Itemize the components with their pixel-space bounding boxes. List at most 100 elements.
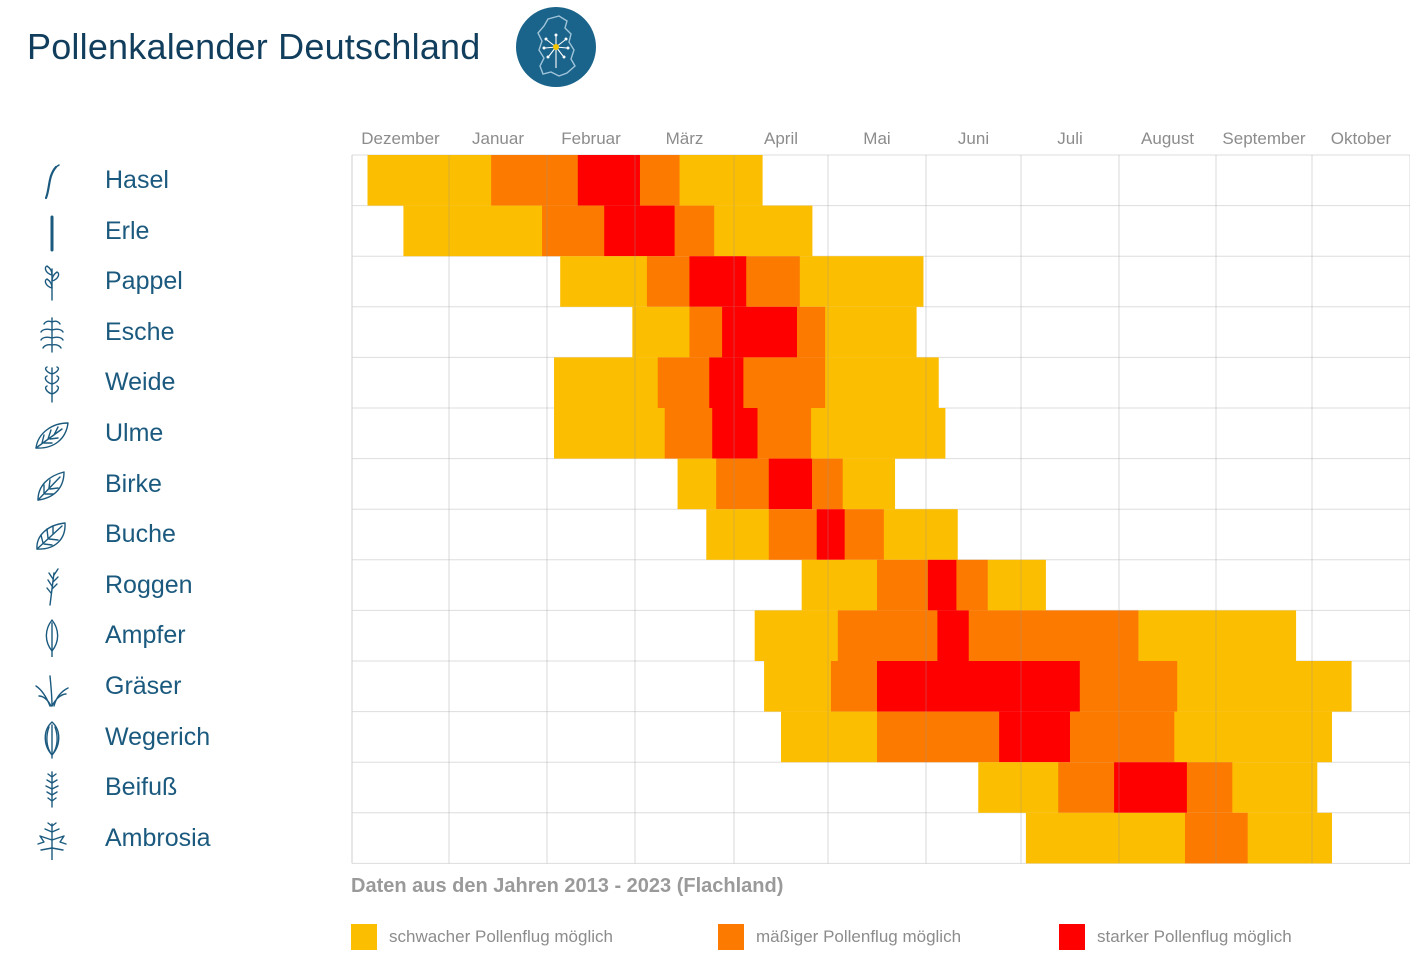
- pollen-bar-low: [799, 256, 924, 307]
- grass-icon: [35, 675, 69, 707]
- pollen-bar-medium: [1184, 812, 1249, 864]
- pollen-bar-medium: [844, 509, 885, 560]
- pollen-bar-medium: [743, 357, 826, 408]
- pollen-bar-low: [781, 711, 878, 763]
- pollen-bar-high: [689, 256, 747, 307]
- pollen-bar-low: [978, 762, 1059, 813]
- pollen-bar-medium: [830, 661, 878, 712]
- plantain-leaf-icon: [44, 720, 60, 759]
- pollen-bar-medium: [664, 408, 713, 459]
- pollen-bar-high: [927, 559, 957, 611]
- plant-name: Esche: [105, 317, 175, 346]
- month-label: Dezember: [361, 129, 440, 148]
- month-label: Mai: [863, 129, 890, 148]
- pollen-bar-low: [632, 306, 690, 358]
- plant-row: Beifuß: [0, 762, 340, 812]
- pollen-bar-high: [999, 711, 1071, 763]
- plant-row: Ambrosia: [0, 813, 340, 863]
- plant-name: Hasel: [105, 166, 169, 194]
- pollen-bar-high: [709, 357, 744, 408]
- pollen-bar-medium: [796, 306, 826, 358]
- pollen-bar-low: [825, 306, 917, 358]
- pollen-bar-low: [883, 509, 958, 560]
- pollen-bar-medium: [716, 458, 770, 510]
- pollen-bar-low: [764, 661, 832, 712]
- plant-row: Roggen: [0, 560, 340, 610]
- legend-swatch-low: [351, 924, 377, 950]
- plant-name: Ulme: [105, 419, 164, 447]
- alder-catkin-icon: [50, 215, 54, 252]
- plant-row: Ampfer: [0, 610, 340, 660]
- month-label: Januar: [472, 129, 524, 148]
- plant-name: Gräser: [105, 672, 182, 700]
- month-label: April: [764, 129, 798, 148]
- pollen-bar-low: [403, 205, 543, 257]
- pollen-bar-low: [1247, 812, 1332, 864]
- plant-row: Weide: [0, 357, 340, 407]
- plant-name: Weide: [105, 368, 176, 397]
- pollen-bar-low: [367, 155, 492, 206]
- pollen-bar-medium: [968, 610, 1139, 661]
- legend-label-medium: mäßiger Pollenflug möglich: [756, 927, 962, 946]
- ash-leaf-icon: [40, 317, 64, 353]
- pollen-bar-medium: [1070, 711, 1175, 763]
- plant-row: Ulme: [0, 408, 340, 458]
- pollen-bar-low: [987, 559, 1046, 611]
- pollen-bar-high: [712, 408, 758, 459]
- month-label: Oktober: [1331, 129, 1392, 148]
- legend-label-high: starker Pollenflug möglich: [1097, 927, 1292, 946]
- plant-name: Ambrosia: [105, 823, 211, 852]
- month-label: Juli: [1057, 129, 1083, 148]
- pollen-bar-low: [1232, 762, 1318, 813]
- pollen-bar-low: [554, 408, 666, 459]
- pollen-bar-low: [825, 357, 939, 408]
- source-note: Daten aus den Jahren 2013 - 2023 (Flachl…: [351, 875, 784, 897]
- legend-label-low: schwacher Pollenflug möglich: [389, 927, 613, 946]
- month-label: August: [1141, 129, 1194, 148]
- pollen-bar-medium: [768, 509, 818, 560]
- pollen-bar-low: [1174, 711, 1332, 763]
- page-title: Pollenkalender Deutschland: [27, 26, 481, 67]
- pollen-bar-medium: [837, 610, 938, 661]
- plant-name: Beifuß: [105, 773, 178, 802]
- hazel-catkin-icon: [44, 164, 60, 200]
- plant-row: Hasel: [0, 155, 340, 205]
- plant-name: Birke: [105, 469, 162, 498]
- pollen-bar-medium: [812, 458, 844, 510]
- pollen-bar-low: [811, 408, 946, 459]
- plant-name: Pappel: [105, 267, 183, 296]
- pollen-bar-low: [842, 458, 896, 510]
- mugwort-icon: [45, 771, 59, 808]
- pollen-bar-medium: [674, 205, 715, 257]
- plant-row: Erle: [0, 206, 340, 256]
- pollen-bar-low: [1138, 610, 1297, 661]
- pollen-bar-medium: [646, 256, 690, 307]
- pollen-bar-medium: [1186, 762, 1233, 813]
- plant-row: Pappel: [0, 256, 340, 306]
- willow-twig-icon: [44, 366, 60, 404]
- pollen-bar-medium: [1079, 661, 1178, 712]
- plant-name: Buche: [105, 520, 176, 549]
- poplar-twig-icon: [44, 265, 60, 301]
- pollen-bar-medium: [757, 408, 812, 459]
- pollen-bar-low: [1177, 661, 1352, 712]
- pollen-bar-high: [768, 458, 813, 510]
- rye-ear-icon: [46, 568, 59, 606]
- pollen-bar-medium: [639, 155, 680, 206]
- pollen-bar-high: [816, 509, 846, 560]
- pollen-bar-medium: [1058, 762, 1115, 813]
- pollen-bar-high: [577, 155, 641, 206]
- month-label: März: [666, 129, 704, 148]
- dock-leaf-icon: [45, 619, 59, 658]
- ambrosia-icon: [37, 822, 67, 860]
- pollen-bar-low: [677, 458, 717, 510]
- plant-name: Ampfer: [105, 621, 186, 650]
- pollen-bar-low: [714, 205, 813, 257]
- month-label: September: [1222, 129, 1305, 148]
- birch-leaf-icon: [37, 470, 65, 501]
- dandelion-germany-map-icon: [516, 7, 596, 87]
- pollen-bar-medium: [542, 205, 605, 257]
- pollen-bar-low: [754, 610, 839, 661]
- pollen-bar-medium: [689, 306, 723, 358]
